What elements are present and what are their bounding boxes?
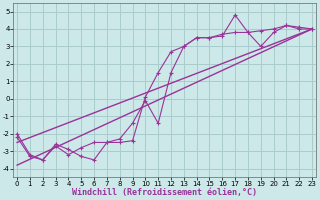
X-axis label: Windchill (Refroidissement éolien,°C): Windchill (Refroidissement éolien,°C)	[72, 188, 257, 197]
